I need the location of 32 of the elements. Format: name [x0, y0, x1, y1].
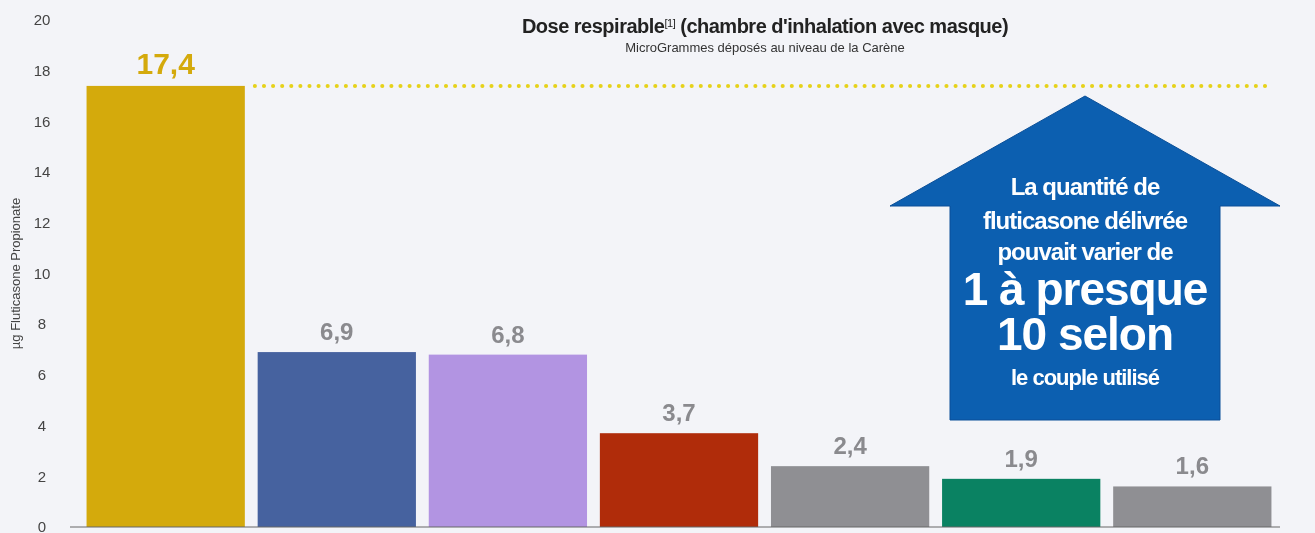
chart-title: Dose respirable$^{[1]}$ (chambre d'inhalation avec masque) [521, 15, 1009, 37]
bar [599, 433, 759, 527]
data-label: 6,8 [491, 320, 525, 348]
data-label: 17,4 [136, 46, 196, 80]
data-label: 2,4 [833, 432, 868, 460]
bar [86, 85, 245, 527]
y-tick-label: 14 [33, 163, 51, 181]
y-axis-title: µg Fluticasone Propionate [8, 197, 23, 350]
bar [428, 354, 588, 527]
data-label: 3,7 [662, 399, 696, 427]
y-tick-label: 18 [33, 61, 51, 79]
y-tick-label: 6 [37, 366, 47, 384]
text: MicroGrammes déposés au niveau de la Carène [625, 40, 905, 55]
data-label: 6,9 [320, 318, 354, 346]
y-tick-label: 16 [33, 112, 51, 130]
y-tick-label: 8 [37, 315, 47, 333]
data-label: 1,6 [1175, 452, 1209, 480]
annotation: fluticasone délivrée [982, 207, 1188, 234]
annotation: le couple utilisé [1010, 365, 1160, 390]
bar [942, 478, 1101, 527]
y-tick-label: 4 [37, 416, 47, 434]
annotation: pouvait varier de [997, 238, 1174, 265]
bar [1113, 486, 1272, 527]
y-tick-label: 2 [37, 467, 47, 485]
y-tick-label: 0 [37, 518, 47, 533]
y-tick-label: 10 [33, 264, 51, 282]
annotation: La quantité de [1010, 173, 1160, 200]
data-label: 1,9 [1004, 444, 1038, 472]
bar [770, 466, 930, 527]
y-tick-label: 12 [33, 214, 51, 232]
bar [257, 352, 416, 527]
y-tick-label: 20 [33, 11, 51, 29]
